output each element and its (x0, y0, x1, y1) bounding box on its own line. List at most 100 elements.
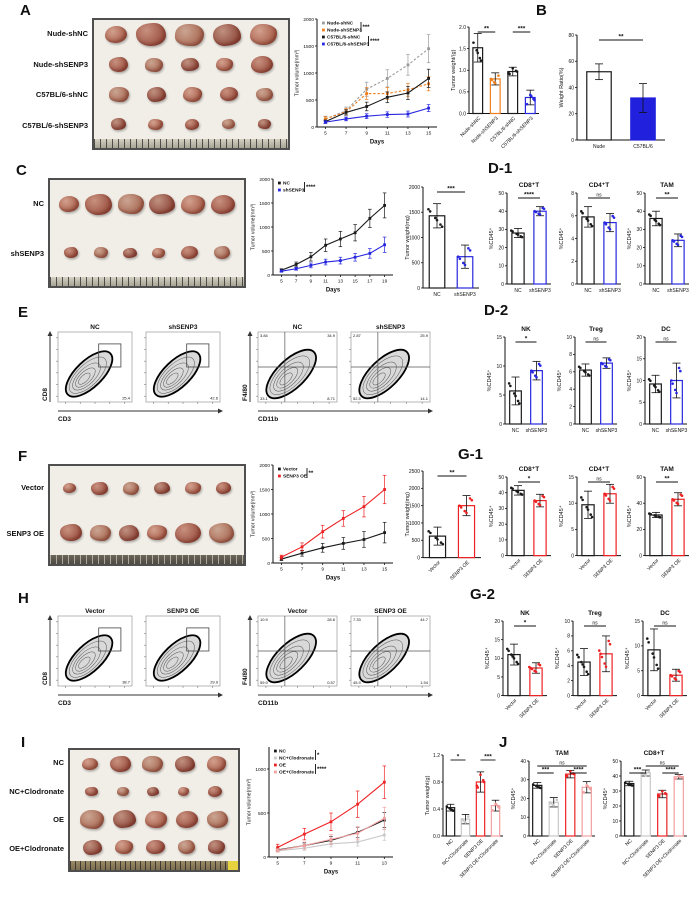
marker (324, 260, 328, 264)
data-dot (537, 662, 540, 666)
bar-label: Vector (578, 558, 593, 573)
data-dot (429, 531, 432, 535)
x-tick-label: 13 (361, 567, 367, 573)
data-dot (600, 655, 604, 659)
data-dot (663, 792, 667, 795)
tumor-row (50, 229, 244, 278)
gate-box (98, 627, 122, 652)
sig-label: ** (449, 470, 455, 477)
x-tick-label: 13 (338, 279, 344, 285)
tumor-blob (93, 247, 108, 259)
panel-i-tumor-photo: NC NC+Clodronate OE OE+Clodronate (2, 748, 240, 872)
tumor-blob (109, 755, 131, 773)
data-dot (427, 529, 430, 533)
sig-label: ** (664, 192, 670, 199)
flow-title: NC (90, 324, 100, 331)
legend-label: NC (279, 749, 286, 755)
data-dot (586, 672, 590, 676)
marker (309, 255, 313, 259)
bar-label: C57BL/6-shSENP3 (500, 116, 535, 151)
bar-chart-body: 0 5 10 15 %CD45⁺ CD4⁺T Vector SENP3 OE ns (558, 466, 621, 580)
y-axis-label: %CD45⁺ (626, 227, 633, 249)
tumor-blob (63, 247, 79, 259)
marker (302, 832, 306, 836)
data-dot (579, 496, 583, 499)
y-tick-label: 6 (571, 214, 574, 220)
chart-title: NK (521, 326, 531, 333)
bar-label: SENP3 OE (522, 557, 544, 579)
flow-title: Vector (288, 608, 308, 615)
marker (324, 117, 327, 121)
data-dot (439, 223, 442, 226)
photo-frame (68, 748, 240, 872)
x-tick-label: 11 (385, 131, 390, 137)
marker (280, 269, 283, 273)
data-dot (586, 508, 590, 511)
gate-value: 25.4 (122, 396, 131, 401)
x-tick-label: 7 (303, 861, 306, 867)
contour-ring (64, 634, 114, 682)
data-dot (541, 206, 544, 210)
tumor-row (70, 750, 238, 778)
legend-marker (322, 21, 325, 25)
ruler (50, 277, 244, 286)
y-tick-label: 0 (569, 422, 572, 428)
y-tick-label: 4 (569, 387, 572, 393)
data-dot (599, 652, 602, 656)
x-axis-label: Days (324, 870, 339, 876)
bar (586, 71, 612, 141)
bar-label: NC (652, 428, 660, 434)
data-dot (679, 493, 682, 496)
tumor-blob (147, 787, 159, 797)
bar (581, 786, 592, 837)
tumor-blob (116, 787, 129, 797)
legend-label: C57BL/6-shNC (327, 35, 361, 41)
marker (321, 546, 325, 550)
y-tick-label: 50 (498, 191, 504, 197)
data-dot (626, 782, 630, 786)
quadrant-value: 2.87 (353, 333, 362, 338)
y-axis-label: F4/80 (242, 384, 249, 401)
y-tick-label: 4 (567, 664, 570, 670)
data-dot (675, 501, 678, 505)
chart-title: CD8+T (644, 750, 665, 757)
data-dot (581, 498, 584, 502)
y-tick-label: 40 (498, 209, 504, 215)
photo-row-label: C57BL/6-shSENP3 (22, 121, 88, 131)
panel-label-c: C (16, 162, 27, 179)
y-tick-label: 500 (262, 249, 270, 255)
data-dot (516, 399, 520, 403)
tumor-blob (213, 24, 241, 46)
bar (533, 499, 547, 557)
panel-label-e: E (18, 304, 29, 321)
panel-label-f: F (18, 448, 28, 465)
y-tick-label: 1000 (409, 235, 420, 241)
y-tick-label: 40 (612, 774, 618, 780)
data-dot (588, 786, 592, 790)
data-dot (537, 212, 540, 215)
line-chart-body: 0 500 1000 5 7 9 11 13 Days Tumor volume(mm³) NCNC… (247, 747, 393, 876)
x-tick-label: 15 (352, 279, 358, 285)
tumor-row (70, 833, 238, 861)
chart-title: DC (660, 610, 670, 617)
y-tick-label: 60 (568, 59, 574, 65)
y-tick-label: 0 (615, 834, 618, 840)
contour-ring (75, 367, 96, 388)
data-dot (675, 242, 678, 246)
y-axis-label: %CD45⁺ (626, 369, 633, 391)
x-arrowhead (428, 408, 433, 414)
data-dot (600, 361, 603, 365)
sig-label: *** (542, 767, 550, 774)
marker (300, 551, 304, 555)
marker (383, 488, 386, 491)
quadrant-value: 14.1 (420, 396, 429, 401)
y-tick-label: 20 (636, 527, 642, 533)
data-dot (647, 377, 651, 381)
data-dot (647, 512, 651, 515)
data-dot (607, 639, 610, 643)
panel-c-tumor-weight-chart: 0 500 1000 1500 2000 Tumor weight(mg) NC shSENP… (405, 185, 479, 298)
legend-label: shSENP3 (283, 188, 305, 194)
